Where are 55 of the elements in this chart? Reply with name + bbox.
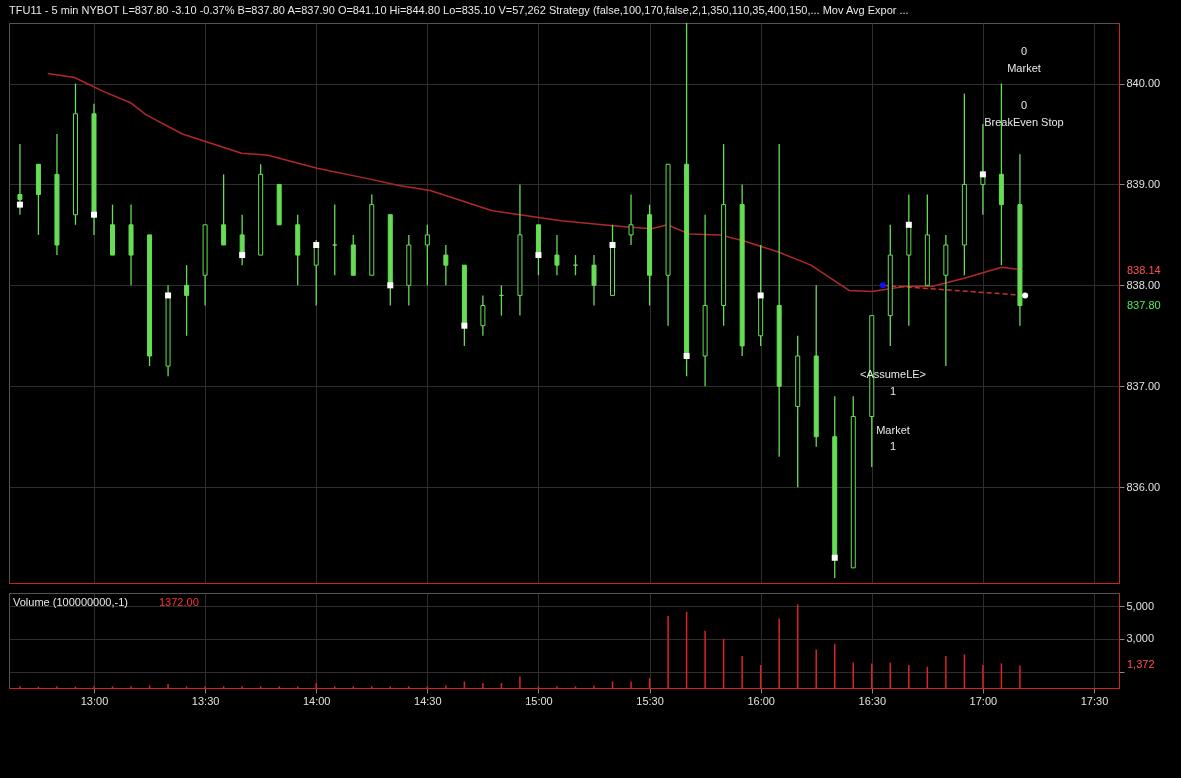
point <box>165 292 172 299</box>
candlestick <box>184 264 190 337</box>
candlestick <box>628 193 634 246</box>
y-tick-label: 3,000 <box>1126 632 1155 645</box>
annotation: 1 <box>889 385 897 397</box>
x-tick-label: 16:30 <box>858 694 887 707</box>
point <box>387 282 394 289</box>
y-tick-label: 838.00 <box>1126 278 1161 291</box>
text: 1,372 <box>1127 658 1155 670</box>
x-tick-label: 13:30 <box>191 694 220 707</box>
annotation: 0 <box>1020 45 1028 57</box>
y-tick-label: 5,000 <box>1126 599 1155 612</box>
point <box>979 171 986 178</box>
point <box>239 252 246 259</box>
point <box>461 322 468 329</box>
point <box>1022 292 1029 299</box>
x-tick-label: 17:00 <box>969 694 998 707</box>
y-tick-label: 840.00 <box>1126 77 1161 90</box>
point <box>91 211 97 218</box>
point <box>313 241 320 248</box>
point <box>757 292 764 299</box>
point <box>535 252 542 259</box>
chart-title: TFU11 - 5 min NYBOT L=837.80 -3.10 -0.37% B=837.80 A=837.90 O=841.10 Hi=844.80 Lo=835.10 V=57,262 Strategy (false,100,170,false,2,1,350,110,35,400,150,... Mov Avg Expor ... <box>9 4 909 17</box>
point <box>16 201 23 208</box>
point <box>879 282 886 289</box>
x-tick-label: 14:00 <box>302 694 331 707</box>
candlestick <box>332 203 338 276</box>
y-tick-label: 836.00 <box>1126 480 1161 493</box>
y-tick-label: 837.00 <box>1126 379 1161 392</box>
x-tick-label: 16:00 <box>747 694 775 707</box>
annotation: Market <box>1007 62 1041 74</box>
annotation: 1 <box>889 440 897 452</box>
annotation: 0 <box>1020 99 1028 111</box>
candlestick <box>424 224 430 286</box>
point <box>831 554 838 561</box>
point <box>905 221 912 228</box>
candlestick <box>480 294 486 337</box>
chart-title: Volume (100000000,-1) <box>13 596 128 608</box>
candlestick <box>221 173 227 246</box>
candlestick <box>17 143 23 216</box>
text: 838.14 <box>1127 264 1161 276</box>
point <box>609 241 616 248</box>
candlestick <box>443 244 449 286</box>
x-tick-label: 15:30 <box>636 694 664 707</box>
x-tick-label: 14:30 <box>414 694 442 707</box>
point <box>683 352 690 359</box>
candlestick <box>554 234 560 276</box>
text: 837.80 <box>1127 299 1161 311</box>
candlestick <box>591 254 597 307</box>
y-tick-label: 839.00 <box>1126 177 1161 190</box>
x-tick-label: 13:00 <box>80 694 109 707</box>
annotation: Market <box>876 424 910 436</box>
x-tick-label: 17:30 <box>1080 694 1109 707</box>
x-tick-label: 15:00 <box>525 694 553 707</box>
annotation: 1372.00 <box>159 596 199 608</box>
